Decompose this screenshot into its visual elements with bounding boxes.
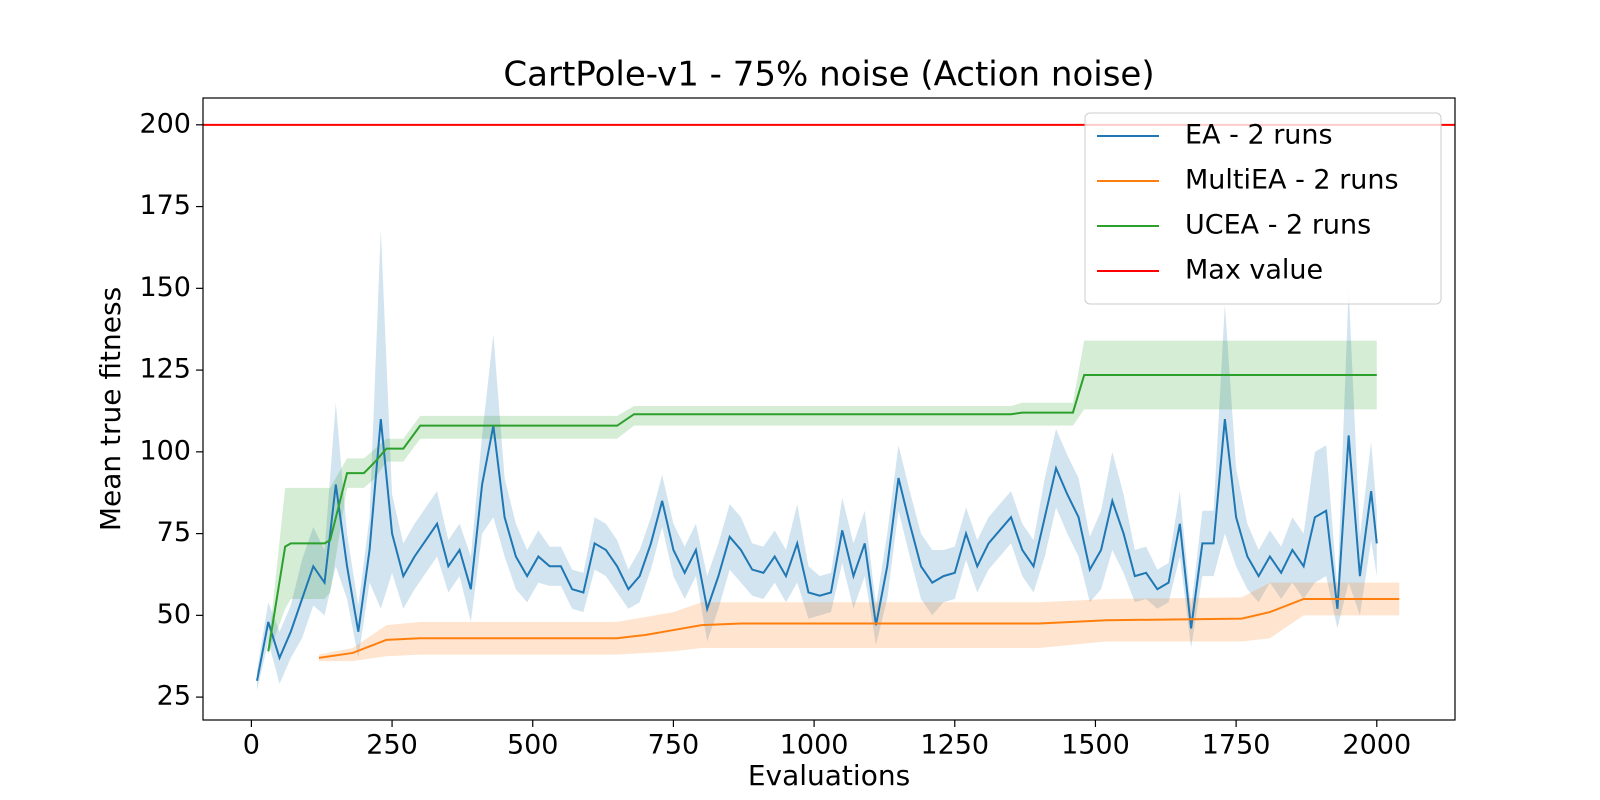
y-tick-label: 175: [139, 190, 191, 221]
x-axis-label: Evaluations: [748, 759, 910, 792]
x-tick-label: 750: [648, 730, 700, 761]
chart-title: CartPole-v1 - 75% noise (Action noise): [503, 55, 1154, 95]
series-line: [318, 598, 1400, 659]
legend: EA - 2 runs MultiEA - 2 runs UCEA - 2 runs…: [1084, 112, 1442, 305]
x-tick-label: 0: [243, 730, 260, 761]
x-tick-label: 2000: [1342, 730, 1411, 761]
legend-box: [1084, 112, 1442, 305]
x-tick-label: 1000: [780, 730, 849, 761]
y-tick-label: 50: [157, 599, 191, 630]
legend-label: Max value: [1185, 255, 1323, 286]
y-tick-label: 25: [157, 681, 191, 712]
plot-frame: [202, 97, 1456, 721]
y-tick-label: 125: [139, 354, 191, 385]
y-tick-label: 200: [139, 108, 191, 139]
legend-label: UCEA - 2 runs: [1185, 210, 1371, 241]
y-tick-label: 100: [139, 435, 191, 466]
y-tick-label: 150: [139, 272, 191, 303]
y-axis-label: Mean true fitness: [94, 287, 127, 531]
x-tick-label: 1500: [1061, 730, 1130, 761]
legend-label: MultiEA - 2 runs: [1185, 165, 1399, 196]
legend-label: EA - 2 runs: [1185, 120, 1333, 151]
x-tick-label: 1250: [920, 730, 989, 761]
plot-area: [203, 123, 1455, 691]
y-tick-label: 75: [157, 517, 191, 548]
series-line: [256, 419, 1378, 681]
series-line: [267, 373, 1377, 652]
x-tick-label: 250: [366, 730, 418, 761]
x-tick-label: 500: [507, 730, 559, 761]
confidence-band: [257, 229, 1377, 691]
x-tick-label: 1750: [1202, 730, 1271, 761]
confidence-band: [268, 340, 1377, 655]
confidence-band: [318, 582, 1400, 662]
